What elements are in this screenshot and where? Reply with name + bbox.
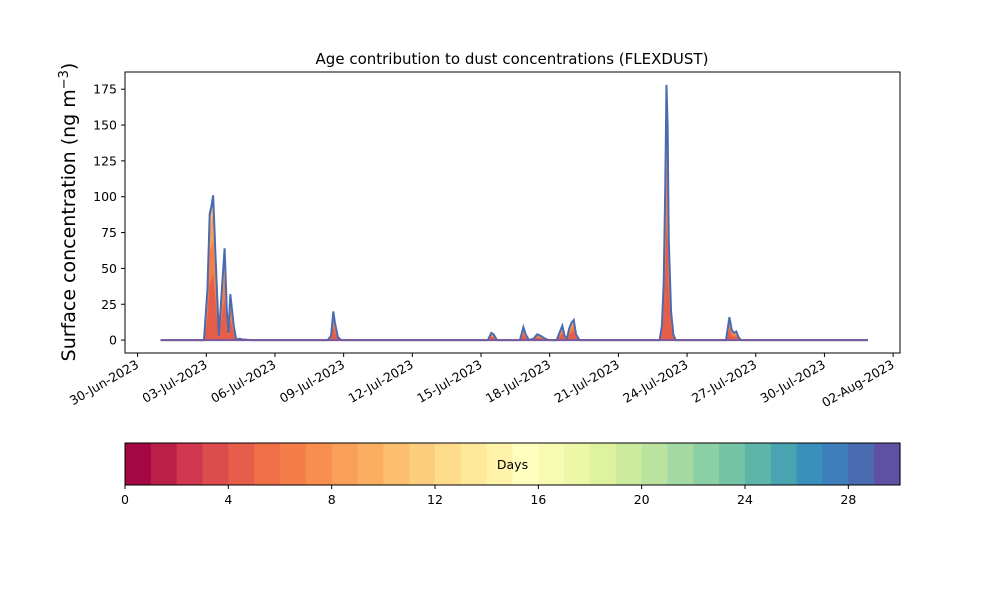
y-tick-label: 25: [101, 297, 117, 312]
x-tick-label: 06-Jul-2023: [208, 357, 278, 406]
y-axis-label-unit-exponent: −3: [57, 70, 72, 89]
y-axis-label-close: ): [58, 63, 80, 70]
colorbar-segment: [254, 443, 281, 485]
colorbar-segment: [874, 443, 901, 485]
x-tick-label: 21-Jul-2023: [552, 357, 622, 406]
age-band-area: [160, 115, 868, 341]
colorbar-label: Days: [497, 457, 528, 472]
colorbar-segment: [486, 443, 514, 485]
colorbar-tick-label: 12: [427, 492, 443, 507]
x-tick-label: 24-Jul-2023: [620, 357, 690, 406]
colorbar-segment: [641, 443, 669, 485]
y-tick-label: 175: [93, 82, 117, 97]
colorbar-segment: [693, 443, 720, 485]
colorbar-segment: [331, 443, 359, 485]
y-tick-label: 0: [109, 333, 117, 348]
colorbar-segment: [848, 443, 875, 485]
age-band-area: [160, 161, 868, 341]
x-tick-label: 09-Jul-2023: [277, 357, 347, 406]
y-tick-label: 50: [101, 261, 117, 276]
colorbar-tick-label: 0: [121, 492, 129, 507]
colorbar-segment: [409, 443, 436, 485]
colorbar-tick-label: 16: [530, 492, 546, 507]
colorbar-segment: [590, 443, 617, 485]
x-tick-label: 15-Jul-2023: [414, 357, 484, 406]
colorbar-segment: [719, 443, 746, 485]
age-band-area: [160, 95, 868, 341]
colorbar-segment: [383, 443, 410, 485]
colorbar-segment: [305, 443, 333, 485]
colorbar-segment: [125, 443, 152, 485]
colorbar-tick-label: 24: [737, 492, 753, 507]
colorbar-segment: [667, 443, 694, 485]
colorbar-segment: [202, 443, 229, 485]
y-tick-label: 150: [93, 118, 117, 133]
colorbar-tick-label: 8: [328, 492, 336, 507]
x-tick-label: 12-Jul-2023: [346, 357, 416, 406]
colorbar-segment: [796, 443, 824, 485]
total-concentration-line: [160, 84, 868, 342]
colorbar-segment: [435, 443, 462, 485]
colorbar-segment: [822, 443, 849, 485]
x-tick-label: 02-Aug-2023: [819, 357, 897, 410]
x-tick-label: 27-Jul-2023: [689, 357, 759, 406]
x-tick-label: 30-Jun-2023: [67, 357, 141, 408]
colorbar-tick-label: 28: [840, 492, 856, 507]
colorbar-segment: [512, 443, 539, 485]
colorbar-segment: [150, 443, 178, 485]
colorbar: 0 4 8 12 16 20 24 28 Days: [121, 442, 901, 507]
colorbar-segment: [176, 443, 204, 485]
colorbar-segment: [280, 443, 307, 485]
x-tick-label: 18-Jul-2023: [483, 357, 553, 406]
y-tick-label: 75: [101, 225, 117, 240]
age-band-area: [160, 225, 868, 341]
colorbar-tick-label: 4: [224, 492, 232, 507]
y-tick-label: 125: [93, 153, 117, 168]
colorbar-frame: [124, 442, 901, 486]
age-band-area: [160, 84, 868, 341]
y-axis-label-text: Surface concentration (ng m: [58, 89, 80, 361]
colorbar-segment: [770, 443, 798, 485]
plot-area: [160, 84, 868, 342]
y-tick-label: 100: [93, 189, 117, 204]
x-tick-label: 03-Jul-2023: [139, 357, 209, 406]
colorbar-segment: [228, 443, 255, 485]
colorbar-segment: [538, 443, 565, 485]
x-tick-label: 30-Jul-2023: [758, 357, 828, 406]
plot-frame: [124, 71, 901, 354]
chart-title: Age contribution to dust concentrations …: [316, 50, 709, 68]
colorbar-tick-label: 20: [634, 492, 650, 507]
colorbar-segment: [615, 443, 643, 485]
axes: 0 25 50 75 100 125 150 175 30-Jun-202303-Jul-202…: [67, 71, 901, 410]
colorbar-segment: [460, 443, 488, 485]
colorbar-segment: [564, 443, 591, 485]
y-axis-label: Surface concentration (ng m−3): [57, 63, 80, 362]
colorbar-segment: [745, 443, 772, 485]
colorbar-segment: [357, 443, 384, 485]
